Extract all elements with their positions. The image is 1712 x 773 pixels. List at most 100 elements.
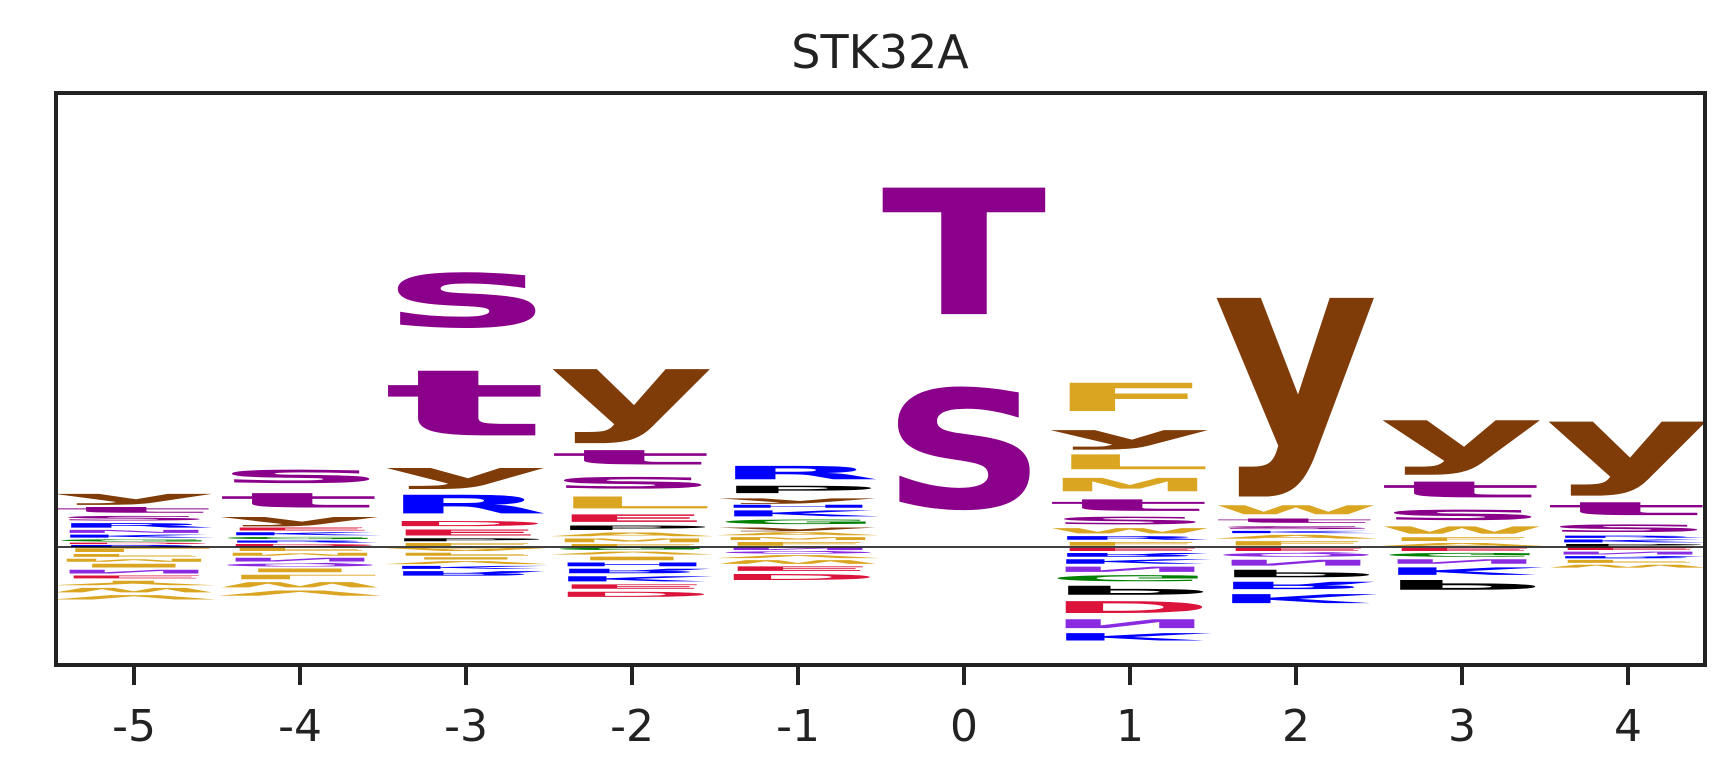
- logo-letter-pos-5-up-6-S: S: [52, 515, 217, 522]
- logo-letter-pos-5-down-3-I: I: [52, 563, 217, 569]
- logo-letter-pos1-down-2-K: K: [1048, 558, 1213, 565]
- logo-letter-pos-3-down-5-R: R: [384, 570, 549, 577]
- logo-letter-pos-3-up-2-E: E: [384, 528, 549, 538]
- logo-letter-pos1-down-8-K: K: [1048, 631, 1213, 643]
- logo-letter-pos3-down-4-P: P: [1380, 577, 1545, 592]
- logo-letter-pos-2-down-0-G: G: [550, 547, 715, 551]
- logo-letter-pos-4-down-7-V: V: [218, 589, 383, 597]
- logo-letter-pos-3-down-2-I: I: [384, 557, 549, 561]
- logo-letter-pos-2-down-5-K: K: [550, 575, 715, 583]
- logo-letter-pos4-up-4-t: t: [1546, 498, 1711, 519]
- logo-letter-pos-3-up-0-F: F: [384, 542, 549, 547]
- logo-letter-pos-2-up-8-y: y: [550, 333, 715, 446]
- logo-letter-pos3-up-4-t: t: [1380, 477, 1545, 503]
- logo-letter-pos1-up-8-F: F: [1048, 375, 1213, 420]
- logo-letter-pos-4-up-7-s: s: [218, 461, 383, 488]
- logo-letter-pos2-up-4-t: t: [1214, 517, 1379, 524]
- logo-letter-pos-3-up-1-P: P: [384, 537, 549, 542]
- logo-letter-pos4-down-1-N: N: [1546, 551, 1711, 556]
- logo-letter-pos2-up-1-A: A: [1214, 534, 1379, 540]
- logo-letter-pos0-up-0-S: S: [882, 356, 1047, 547]
- logo-letter-pos-5-up-1-D: D: [52, 542, 217, 544]
- logo-letter-pos1-up-3-S: S: [1048, 515, 1213, 527]
- logo-letter-pos-2-down-2-I: I: [550, 555, 715, 561]
- logo-letter-pos1-up-2-W: W: [1048, 527, 1213, 535]
- logo-letter-pos-4-down-4-I: I: [218, 567, 383, 573]
- logo-letter-pos-5-up-8-y: y: [52, 489, 217, 506]
- x-tick-label: 2: [1282, 701, 1310, 752]
- logo-letter-pos-3-down-0-A: A: [384, 547, 549, 552]
- logo-letter-pos1-down-3-N: N: [1048, 565, 1213, 573]
- logo-letter-pos-1-up-6-H: H: [716, 504, 881, 509]
- logo-letter-pos3-down-3-K: K: [1380, 565, 1545, 577]
- logo-letter-pos-4-up-2-G: G: [218, 536, 383, 540]
- logo-letter-pos1-down-7-N: N: [1048, 616, 1213, 630]
- logo-letter-pos3-up-1-F: F: [1380, 536, 1545, 542]
- logo-letter-pos-3-down-1-F: F: [384, 552, 549, 557]
- logo-letter-pos-4-down-6-W: W: [218, 580, 383, 588]
- logo-letter-pos-5-up-7-t: t: [52, 505, 217, 515]
- logo-letter-pos-2-up-3-P: P: [550, 524, 715, 531]
- logo-letter-pos2-down-4-R: R: [1214, 579, 1379, 591]
- logo-letter-pos-2-up-5-L: L: [550, 493, 715, 512]
- logo-letter-pos1-down-6-D: D: [1048, 597, 1213, 616]
- logo-letter-pos2-up-2-K: K: [1214, 530, 1378, 534]
- logo-letter-pos-1-down-2-V: V: [716, 554, 881, 559]
- logo-letter-pos-2-up-0-F: F: [550, 543, 715, 547]
- logo-letter-pos-2-down-1-V: V: [550, 551, 715, 556]
- logo-letter-pos-5-up-0-R: R: [52, 545, 217, 547]
- logo-letter-pos-5-down-6-Y: Y: [51, 579, 216, 586]
- logo-letter-pos-4-down-3-Q: Q: [218, 563, 383, 568]
- logo-letter-pos-5-down-4-N: N: [52, 569, 217, 575]
- logo-letter-pos1-down-5-P: P: [1048, 583, 1213, 597]
- logo-letter-pos4-up-1-K: K: [1546, 539, 1710, 544]
- logo-letter-pos1-up-0-F: F: [1048, 541, 1213, 547]
- logo-letter-pos1-down-4-G: G: [1048, 573, 1213, 583]
- logo-letter-pos3-up-3-s: s: [1380, 503, 1545, 524]
- logo-letter-pos-5-up-3-K: K: [52, 534, 216, 539]
- logo-letter-pos1-up-5-M: M: [1048, 474, 1213, 495]
- logo-letter-pos4-down-3-F: F: [1546, 559, 1711, 564]
- logo-letter-pos3-up-0-A: A: [1380, 542, 1545, 547]
- logo-letter-pos-1-down-3-W: W: [716, 559, 881, 565]
- logo-letter-pos-5-up-5-R: R: [52, 522, 217, 529]
- logo-letter-pos2-down-0-E: E: [1214, 547, 1379, 552]
- logo-letter-pos-1-up-1-M: M: [716, 536, 881, 541]
- logo-letter-pos-5-down-1-F: F: [52, 553, 217, 558]
- logo-letter-pos-1-down-1-Q: Q: [716, 551, 881, 555]
- logo-letter-pos-4-up-4-E: E: [218, 527, 383, 532]
- x-tick-label: 3: [1448, 701, 1476, 752]
- logo-letter-pos1-down-1-R: R: [1048, 552, 1213, 558]
- logo-letter-pos1-up-1-R: R: [1048, 535, 1213, 541]
- x-tick-label: -3: [444, 701, 488, 752]
- x-tick-label: -4: [278, 701, 322, 752]
- logo-letter-pos-4-up-1-R: R: [218, 540, 383, 544]
- logo-letter-pos4-down-0-E: E: [1546, 547, 1711, 551]
- x-tick-label: -1: [776, 701, 820, 752]
- logo-letter-pos2-up-0-F: F: [1214, 540, 1379, 547]
- logo-letter-pos-2-down-6-E: E: [550, 583, 715, 590]
- plot-frame: [54, 91, 1707, 667]
- x-tick-label: 1: [1116, 701, 1144, 752]
- logo-letter-pos2-up-3-s: s: [1214, 524, 1379, 530]
- logo-letter-pos-3-down-4-K: K: [384, 565, 548, 570]
- logo-letter-pos-4-down-0-F: F: [218, 547, 383, 552]
- logo-letter-pos-2-up-6-s: s: [550, 470, 715, 494]
- logo-letter-pos-2-down-3-H: H: [550, 561, 715, 567]
- logo-letter-pos4-down-4-W: W: [1546, 564, 1711, 569]
- logo-letter-pos-5-down-8-V: V: [52, 594, 217, 601]
- logo-letter-pos-3-up-5-y: y: [384, 458, 549, 490]
- logo-letter-pos-4-down-5-L: L: [218, 573, 383, 580]
- logo-letter-pos-2-up-7-t: t: [550, 445, 715, 469]
- logo-letter-pos1-up-4-t: t: [1048, 496, 1213, 515]
- logo-letter-pos-5-up-4-N: N: [52, 529, 217, 534]
- logo-letter-pos-1-up-2-A: A: [716, 531, 881, 536]
- logo-letter-pos-4-down-1-M: M: [218, 552, 383, 557]
- logo-letter-pos4-up-2-R: R: [1546, 535, 1711, 539]
- logo-letter-pos-2-up-2-A: A: [550, 531, 715, 537]
- logo-letter-pos3-down-0-E: E: [1380, 547, 1545, 552]
- logo-letter-pos-4-up-3-K: K: [218, 531, 382, 536]
- logo-letter-pos-1-up-3-y: y: [716, 526, 881, 532]
- logo-letter-pos1-up-6-L: L: [1048, 450, 1213, 474]
- logo-letter-pos-1-up-5-K: K: [716, 509, 881, 519]
